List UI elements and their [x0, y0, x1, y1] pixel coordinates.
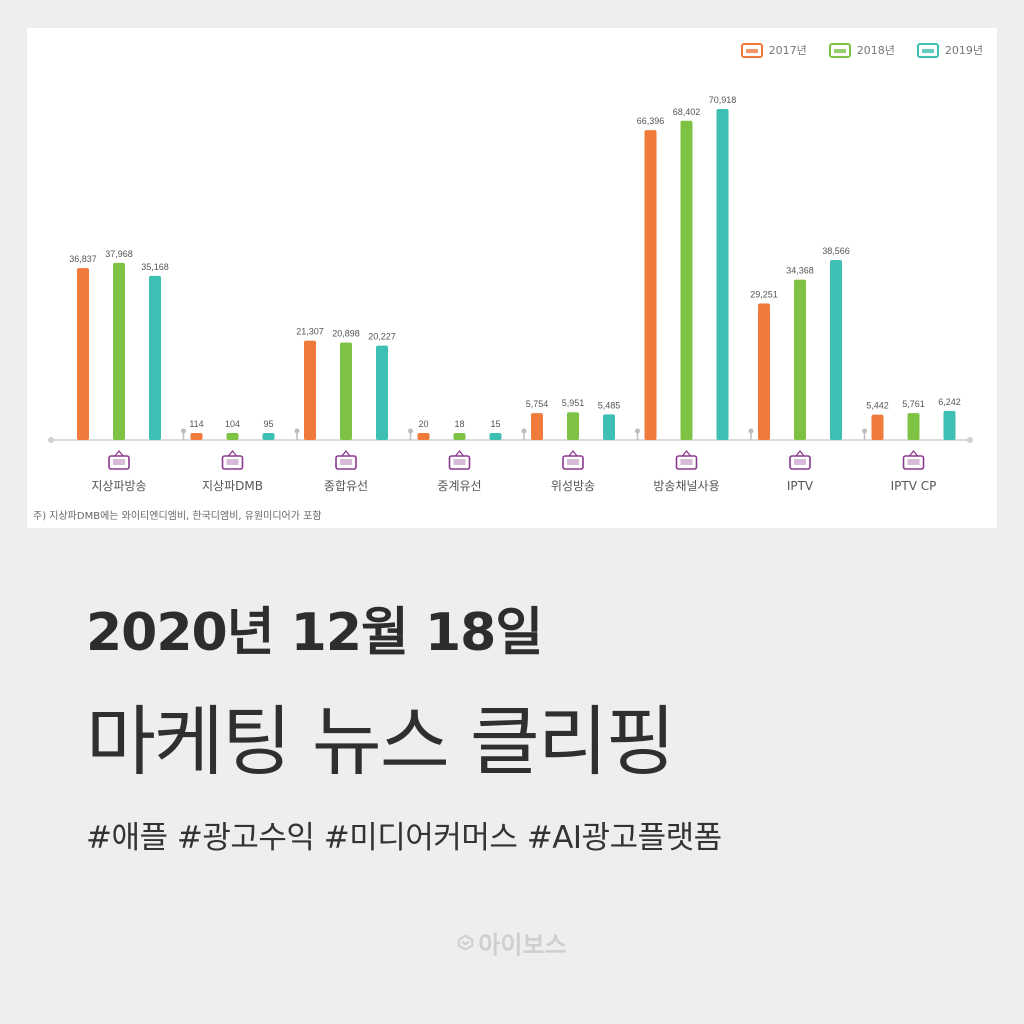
category-label: 중계유선 [437, 479, 481, 493]
hashtag-list: #애플 #광고수익 #미디어커머스 #AI광고플랫폼 [86, 820, 722, 856]
chart-legend: 2017년 2018년 2019년 [740, 42, 983, 58]
bar-chart: 36,837 37,968 35,168 지상파방송 114 104 95 지상파DMB 21,… [48, 95, 973, 493]
legend-item-2018: 2018년 [828, 42, 895, 58]
bar-2017년-종합유선 [304, 340, 316, 440]
category-label: IPTV CP [891, 479, 937, 493]
data-label: 5,485 [598, 400, 621, 410]
bar-2019년-IPTV [830, 260, 842, 440]
calendar-icon [828, 42, 851, 58]
separator-pin-head [408, 428, 413, 434]
bar-2019년-종합유선 [376, 345, 388, 440]
legend-item-2017: 2017년 [740, 42, 807, 58]
data-label: 114 [189, 419, 203, 429]
bar-2019년-IPTV CP [943, 410, 956, 440]
data-label: 34,368 [786, 266, 814, 276]
category-label: 지상파방송 [91, 479, 146, 493]
data-label: 5,442 [866, 401, 889, 411]
bar-2019년-방송채널사용 [716, 109, 729, 441]
bar-2019년-지상파방송 [149, 275, 161, 440]
bar-2017년-중계유선 [417, 433, 430, 440]
category-label: IPTV [787, 479, 814, 493]
bar-2017년-IPTV CP [871, 414, 884, 440]
separator-pin-head [294, 428, 300, 434]
iptv-cp-icon [902, 449, 925, 470]
data-label: 38,566 [822, 246, 850, 256]
tv-icon [108, 449, 130, 470]
broadcast-channel-icon [675, 449, 698, 470]
data-label: 15 [490, 419, 500, 429]
relay-icon [448, 449, 471, 470]
data-label: 68,402 [673, 107, 701, 117]
data-label: 5,951 [562, 398, 585, 408]
separator-pin-head [748, 428, 754, 434]
data-label: 18 [454, 419, 464, 429]
bar-2018년-IPTV CP [907, 413, 920, 440]
category-label: 종합유선 [324, 479, 368, 493]
bar-2017년-위성방송 [531, 413, 543, 440]
iptv-icon [789, 449, 811, 470]
chart-footnote: 주) 지상파DMB에는 와이티엔디엠비, 한국디엠비, 유원미디어가 포함 [33, 511, 322, 522]
separator-pin-head [862, 428, 867, 434]
chart-card: 36,837 37,968 35,168 지상파방송 114 104 95 지상파DMB 21,… [27, 28, 997, 528]
dmb-icon [221, 449, 244, 470]
bar-2018년-지상파DMB [226, 433, 239, 440]
page-title: 마케팅 뉴스 클리핑 [86, 697, 676, 786]
category-label: 위성방송 [551, 479, 595, 493]
data-label: 104 [225, 419, 240, 429]
data-label: 95 [263, 419, 273, 429]
data-label: 20,227 [368, 332, 396, 342]
bar-2018년-중계유선 [453, 433, 466, 440]
separator-pin-head [181, 428, 186, 434]
bar-2018년-종합유선 [340, 342, 352, 440]
calendar-icon [916, 42, 939, 58]
bar-2017년-지상파DMB [190, 433, 203, 440]
brand-logo-icon [457, 934, 474, 951]
data-label: 5,754 [526, 399, 549, 409]
separator-pin-head [521, 428, 527, 434]
data-label: 36,837 [69, 254, 97, 264]
baseline-dot [967, 437, 973, 443]
separator-pin-head [635, 428, 640, 434]
baseline-dot [48, 437, 54, 443]
data-label: 6,242 [938, 397, 961, 407]
bar-2017년-지상파방송 [77, 268, 89, 440]
legend-item-2019: 2019년 [916, 42, 983, 58]
legend-label: 2019년 [944, 44, 983, 57]
legend-label: 2018년 [856, 44, 895, 57]
calendar-icon [740, 42, 763, 58]
data-label: 20,898 [332, 328, 360, 338]
legend-label: 2017년 [768, 44, 807, 57]
bar-2017년-방송채널사용 [644, 130, 657, 440]
bar-2018년-IPTV [794, 279, 806, 440]
headline-date: 2020년 12월 18일 [86, 603, 543, 663]
category-label: 방송채널사용 [653, 479, 719, 493]
data-label: 5,761 [902, 399, 925, 409]
data-label: 66,396 [637, 116, 665, 126]
data-label: 35,168 [141, 262, 169, 272]
antenna-icon [335, 449, 357, 470]
bar-2019년-중계유선 [489, 433, 502, 440]
bar-2019년-위성방송 [603, 414, 615, 440]
bar-2018년-위성방송 [567, 412, 579, 440]
data-label: 20 [418, 419, 428, 429]
satellite-icon [562, 449, 584, 470]
bar-2018년-방송채널사용 [680, 120, 693, 441]
brand-logo: 아이보스 [0, 925, 1024, 960]
category-label: 지상파DMB [202, 479, 263, 493]
data-label: 21,307 [296, 327, 324, 337]
bar-2017년-IPTV [758, 303, 770, 440]
bar-2019년-지상파DMB [262, 433, 275, 440]
data-label: 37,968 [105, 249, 133, 259]
bar-2018년-지상파방송 [113, 262, 125, 440]
data-label: 29,251 [750, 289, 778, 299]
data-label: 70,918 [709, 95, 737, 105]
brand-name: 아이보스 [478, 931, 567, 959]
